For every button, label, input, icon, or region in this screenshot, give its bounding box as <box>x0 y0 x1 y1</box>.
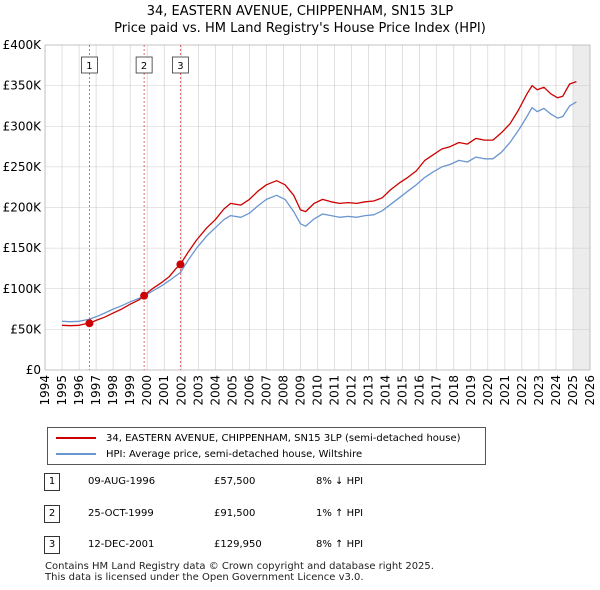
plot-frame <box>44 44 591 371</box>
x-tick-label: 2002 <box>174 375 188 406</box>
y-tick-label: £300K <box>3 119 43 133</box>
x-tick-label: 2011 <box>328 375 342 406</box>
x-tick-label: 2015 <box>396 375 410 406</box>
y-tick-label: £50K <box>10 322 42 336</box>
legend-swatch-property <box>56 437 96 439</box>
transaction-date: 12-DEC-2001 <box>88 539 155 550</box>
x-tick-label: 2000 <box>140 375 154 406</box>
sale-point <box>140 291 149 300</box>
x-tick-label: 2023 <box>532 375 546 406</box>
y-tick-label: £400K <box>3 38 43 52</box>
x-tick-label: 2026 <box>583 375 597 406</box>
transaction-price: £129,950 <box>214 539 262 550</box>
x-tick-label: 2012 <box>345 375 359 406</box>
transaction-hpi-diff: 8% ↑ HPI <box>316 539 364 550</box>
transaction-price: £91,500 <box>214 508 256 519</box>
legend-label-property: 34, EASTERN AVENUE, CHIPPENHAM, SN15 3LP… <box>106 432 461 444</box>
sale-label-box <box>135 56 153 74</box>
footer-attribution: Contains HM Land Registry data © Crown c… <box>45 561 434 583</box>
x-tick-label: 2017 <box>430 375 444 406</box>
sale-point <box>176 260 185 269</box>
transaction-number: 2 <box>44 505 60 523</box>
footer-line2: This data is licensed under the Open Gov… <box>45 572 364 583</box>
x-tick-label: 2008 <box>276 375 290 406</box>
x-tick-label: 1999 <box>123 375 137 406</box>
sale-label: 3 <box>177 61 183 72</box>
x-tick-label: 2025 <box>566 375 580 406</box>
legend-label-hpi: HPI: Average price, semi-detached house,… <box>106 448 363 460</box>
chart-title: 34, EASTERN AVENUE, CHIPPENHAM, SN15 3LP… <box>0 3 600 37</box>
transaction-date: 09-AUG-1996 <box>88 476 156 487</box>
footer-line1: Contains HM Land Registry data © Crown c… <box>45 561 434 572</box>
hpi-series-line <box>61 101 577 323</box>
x-tick-label: 1997 <box>89 375 103 406</box>
chart-legend: 34, EASTERN AVENUE, CHIPPENHAM, SN15 3LP… <box>47 427 486 465</box>
transaction-hpi-diff: 1% ↑ HPI <box>316 508 364 519</box>
sale-point <box>85 319 94 328</box>
transaction-number: 3 <box>44 536 60 554</box>
transaction-number: 1 <box>44 473 60 491</box>
x-tick-label: 2013 <box>362 375 376 406</box>
sale-label-box <box>81 56 98 74</box>
y-tick-label: £200K <box>3 201 43 215</box>
transaction-row: 1 09-AUG-1996 £57,500 8% ↓ HPI <box>44 473 444 491</box>
transaction-price: £57,500 <box>214 476 256 487</box>
x-tick-label: 2003 <box>191 375 205 406</box>
legend-item-hpi: HPI: Average price, semi-detached house,… <box>56 447 362 461</box>
sale-label-box <box>171 56 189 74</box>
price-chart: £0 £50K £100K £150K £200K £250K £300K £350K £400… <box>3 38 597 406</box>
x-tick-label: 2001 <box>157 375 171 406</box>
y-tick-label: £0 <box>26 363 41 377</box>
x-tick-label: 2019 <box>464 375 478 406</box>
y-tick-label: £250K <box>3 160 43 174</box>
x-tick-label: 2020 <box>481 375 495 406</box>
chart-title-line1: 34, EASTERN AVENUE, CHIPPENHAM, SN15 3LP <box>146 4 454 19</box>
x-tick-label: 2007 <box>259 375 273 406</box>
x-tick-label: 2022 <box>515 375 529 406</box>
x-tick-label: 2005 <box>225 375 239 406</box>
x-tick-label: 2010 <box>311 375 325 406</box>
y-tick-label: £150K <box>3 241 43 255</box>
chart-title-line2: Price paid vs. HM Land Registry's House … <box>114 21 486 36</box>
x-tick-label: 1994 <box>38 375 52 406</box>
x-tick-label: 2021 <box>498 375 512 406</box>
transaction-row: 3 12-DEC-2001 £129,950 8% ↑ HPI <box>44 536 444 554</box>
sale-label: 2 <box>141 61 147 72</box>
x-tick-label: 1998 <box>106 375 120 406</box>
x-tick-label: 1996 <box>72 375 86 406</box>
x-tick-label: 2014 <box>379 375 393 406</box>
x-tick-label: 1995 <box>55 375 69 406</box>
y-tick-label: £350K <box>3 79 43 93</box>
x-tick-label: 2018 <box>447 375 461 406</box>
sale-label: 1 <box>86 61 92 72</box>
legend-item-property: 34, EASTERN AVENUE, CHIPPENHAM, SN15 3LP… <box>56 431 461 445</box>
transaction-date: 25-OCT-1999 <box>88 508 154 519</box>
y-tick-label: £100K <box>3 282 43 296</box>
x-tick-label: 2016 <box>413 375 427 406</box>
x-tick-label: 2006 <box>242 375 256 406</box>
transaction-hpi-diff: 8% ↓ HPI <box>316 476 364 487</box>
legend-swatch-hpi <box>56 453 96 455</box>
transaction-row: 2 25-OCT-1999 £91,500 1% ↑ HPI <box>44 505 444 523</box>
x-tick-label: 2024 <box>549 375 563 406</box>
x-tick-label: 2004 <box>208 375 222 406</box>
x-tick-label: 2009 <box>293 375 307 406</box>
